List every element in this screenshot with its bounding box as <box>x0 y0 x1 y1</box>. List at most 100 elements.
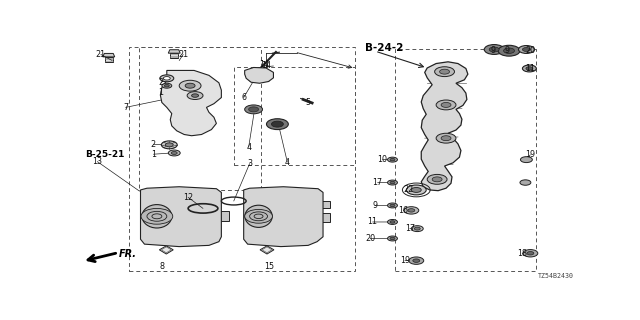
Text: 19: 19 <box>525 150 536 159</box>
Text: 6: 6 <box>241 93 246 102</box>
Text: 11: 11 <box>367 218 378 227</box>
Circle shape <box>441 136 451 141</box>
Circle shape <box>498 45 520 56</box>
Text: 13: 13 <box>92 157 102 166</box>
Text: B-24-2: B-24-2 <box>365 43 404 53</box>
Circle shape <box>244 209 273 223</box>
Circle shape <box>526 67 533 70</box>
Text: 5: 5 <box>305 98 311 107</box>
Text: B-25-21: B-25-21 <box>85 150 124 159</box>
Circle shape <box>520 157 532 163</box>
Circle shape <box>266 119 288 130</box>
Ellipse shape <box>245 205 272 228</box>
Text: 9: 9 <box>490 46 495 55</box>
Circle shape <box>161 141 177 149</box>
Circle shape <box>164 84 169 87</box>
Circle shape <box>191 94 198 97</box>
Circle shape <box>522 47 531 52</box>
Circle shape <box>271 121 284 127</box>
Text: FR.: FR. <box>118 249 137 259</box>
Polygon shape <box>103 53 115 57</box>
Circle shape <box>160 75 173 82</box>
Circle shape <box>413 259 420 262</box>
Circle shape <box>162 83 172 88</box>
Circle shape <box>388 157 397 162</box>
Circle shape <box>388 203 397 208</box>
Circle shape <box>432 177 442 182</box>
Circle shape <box>428 174 447 184</box>
Circle shape <box>406 185 426 195</box>
Bar <box>316 213 330 222</box>
Circle shape <box>518 45 534 53</box>
Circle shape <box>436 133 456 143</box>
Circle shape <box>172 151 177 155</box>
Circle shape <box>168 150 180 156</box>
Polygon shape <box>244 68 273 83</box>
Circle shape <box>163 76 170 80</box>
Circle shape <box>141 208 173 224</box>
Text: 12: 12 <box>183 193 193 202</box>
Circle shape <box>440 69 449 74</box>
Text: 4: 4 <box>246 143 251 152</box>
Polygon shape <box>105 57 113 62</box>
Circle shape <box>388 236 397 241</box>
Bar <box>216 211 229 221</box>
Circle shape <box>520 180 531 185</box>
Circle shape <box>390 181 395 184</box>
Circle shape <box>522 65 536 72</box>
Circle shape <box>409 257 424 264</box>
Text: 16: 16 <box>398 206 408 215</box>
Circle shape <box>179 80 201 91</box>
Text: 14: 14 <box>261 60 271 69</box>
Text: 8: 8 <box>159 262 164 271</box>
Text: 22: 22 <box>403 185 413 195</box>
Text: 15: 15 <box>264 262 275 271</box>
Circle shape <box>244 105 262 114</box>
Polygon shape <box>421 62 468 191</box>
Text: 19: 19 <box>400 256 410 265</box>
Circle shape <box>527 252 534 255</box>
Text: 3: 3 <box>247 159 252 168</box>
Circle shape <box>388 180 397 185</box>
Circle shape <box>404 207 419 214</box>
Text: 20: 20 <box>365 234 375 243</box>
Circle shape <box>435 67 454 76</box>
Circle shape <box>489 47 499 52</box>
Text: 1: 1 <box>151 150 156 159</box>
Circle shape <box>412 226 423 232</box>
Circle shape <box>390 204 395 207</box>
Circle shape <box>390 221 395 223</box>
Bar <box>316 201 330 208</box>
Text: 20: 20 <box>525 46 536 55</box>
Text: 2: 2 <box>151 140 156 149</box>
Text: 21: 21 <box>96 50 106 59</box>
Circle shape <box>412 188 421 192</box>
Polygon shape <box>141 187 221 247</box>
Circle shape <box>390 158 395 161</box>
Text: 14: 14 <box>259 60 269 69</box>
Circle shape <box>408 209 415 212</box>
Circle shape <box>187 92 203 100</box>
Text: TZ54B2430: TZ54B2430 <box>538 273 573 279</box>
Text: 10: 10 <box>378 155 388 164</box>
Text: 18: 18 <box>517 249 527 258</box>
Circle shape <box>523 250 538 257</box>
Circle shape <box>390 237 395 240</box>
Polygon shape <box>170 53 178 58</box>
Circle shape <box>185 83 195 88</box>
Text: 9: 9 <box>505 46 510 55</box>
Polygon shape <box>260 246 274 254</box>
Text: 11: 11 <box>525 64 536 73</box>
Circle shape <box>441 102 451 108</box>
Polygon shape <box>244 187 323 247</box>
Circle shape <box>436 100 456 110</box>
Circle shape <box>414 227 420 230</box>
Text: 2: 2 <box>158 78 163 87</box>
Text: 4: 4 <box>285 157 290 167</box>
Text: 1: 1 <box>158 88 163 97</box>
Circle shape <box>165 143 173 147</box>
Circle shape <box>484 44 504 54</box>
Text: 17: 17 <box>372 178 383 187</box>
Circle shape <box>504 48 515 53</box>
Polygon shape <box>168 50 180 53</box>
